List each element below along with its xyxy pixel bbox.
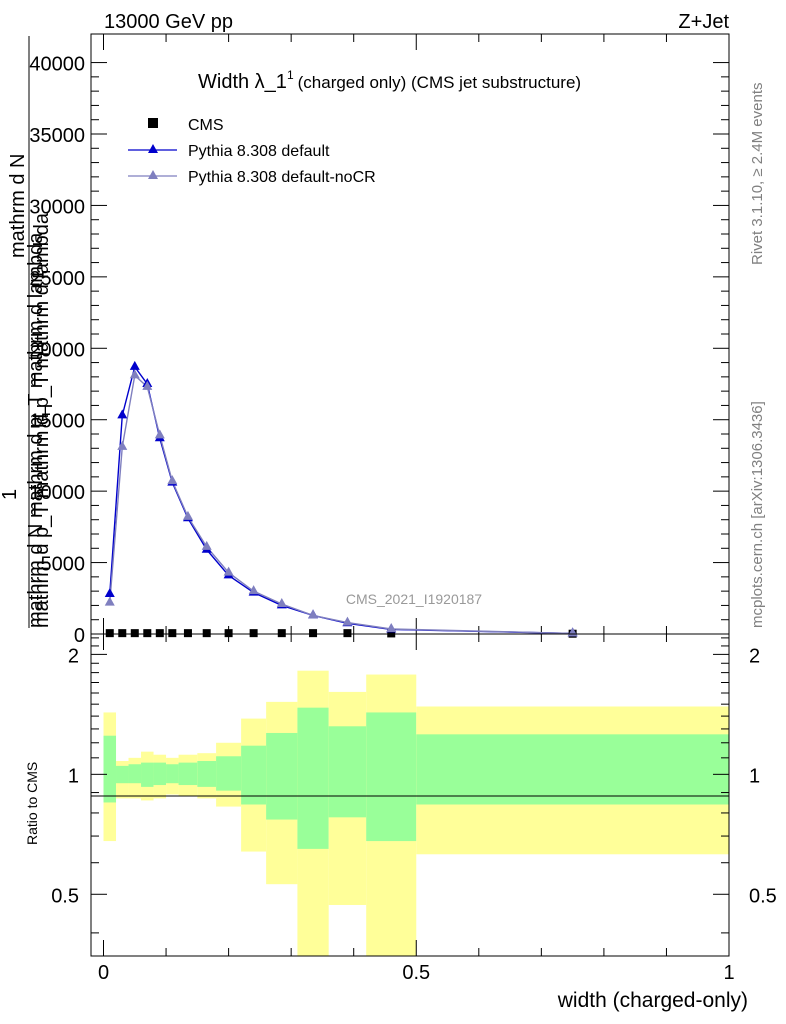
legend: CMS Pythia 8.308 default Pythia 8.308 de…: [128, 117, 376, 186]
data-point-cms: [155, 629, 164, 638]
ratio-band-stat: [178, 762, 198, 786]
ratio-band-stat: [366, 712, 417, 842]
data-point-pythia-8-308-default-nocr: [154, 429, 165, 439]
main-axis-ticks: 0 5000 10000 15000 20000 25000 30000 35000 40000: [29, 34, 730, 647]
data-point-pythia-8-308-default-nocr: [182, 510, 193, 520]
main-ytick-label: 35000: [29, 125, 85, 147]
main-ytick-label: 15000: [29, 411, 85, 433]
ratio-band-stat: [116, 765, 129, 784]
ylabel-line-2: mathrm d p_T mathrm d p_T mathrm d lambd…: [31, 212, 53, 628]
ratio-band-stat: [216, 756, 242, 791]
chart-title: Width λ_11 (charged only) (CMS jet substr…: [198, 68, 581, 93]
data-point-pythia-8-308-default: [129, 360, 140, 370]
ratio-ytick-label-right: 0.5: [749, 885, 777, 907]
main-series-markers: [104, 360, 578, 638]
ratio-band-stat: [241, 745, 267, 805]
data-point-pythia-8-308-default-nocr: [129, 369, 140, 379]
data-point-pythia-8-308-default-nocr: [104, 596, 115, 606]
data-point-pythia-8-308-default-nocr: [223, 566, 234, 576]
data-point-pythia-8-308-default-nocr: [201, 540, 212, 550]
analysis-watermark: CMS_2021_I1920187: [346, 591, 482, 607]
data-point-cms: [343, 629, 352, 638]
ratio-band-stat: [416, 734, 729, 805]
data-point-cms: [118, 629, 127, 638]
data-point-pythia-8-308-default: [117, 409, 128, 419]
data-point-cms: [105, 629, 114, 638]
data-point-cms: [183, 629, 192, 638]
rivet-note: Rivet 3.1.10, ≥ 2.4M events: [749, 83, 766, 266]
main-frame: [90, 33, 730, 635]
data-point-pythia-8-308-default-nocr: [248, 585, 259, 595]
ratio-ytick-label-right: 2: [749, 645, 760, 667]
ratio-panel: 0.5 0.5 1 1 2 2 0 0.5 1 Ratio to CMS width (char…: [24, 633, 777, 1012]
data-point-pythia-8-308-default-nocr: [167, 475, 178, 485]
ratio-band-stat: [297, 707, 329, 849]
main-ytick-label: 25000: [29, 268, 85, 290]
ratio-xtick-label: 0.5: [402, 962, 430, 984]
ratio-ytick-label-left: 0.5: [51, 885, 79, 907]
legend-marker-default: [148, 144, 158, 153]
data-point-cms: [387, 629, 396, 638]
data-point-cms: [168, 629, 177, 638]
main-ytick-label: 5000: [41, 554, 86, 576]
ratio-band-stat: [328, 726, 367, 818]
header-right-text: Z+Jet: [678, 11, 729, 33]
ratio-ytick-label-left: 1: [68, 765, 79, 787]
series-line-pythia-8-308-default-nocr: [109, 374, 573, 635]
legend-label-default: Pythia 8.308 default: [188, 143, 330, 160]
ratio-ytick-label-left: 2: [68, 645, 79, 667]
main-ytick-label: 40000: [29, 54, 85, 76]
mcplots-note: mcplots.cern.ch [arXiv:1306.3436]: [749, 401, 766, 628]
ratio-band-stat: [266, 732, 298, 820]
ratio-band-stat: [197, 761, 217, 787]
main-ytick-label: 30000: [29, 196, 85, 218]
data-point-cms: [249, 629, 258, 638]
data-point-pythia-8-308-default-nocr: [386, 623, 397, 632]
data-point-pythia-8-308-default-nocr: [308, 609, 319, 619]
legend-label-cms: CMS: [188, 117, 224, 134]
ratio-xtick-label: 1: [723, 962, 734, 984]
main-ytick-label: 10000: [29, 482, 85, 504]
series-line-pythia-8-308-default: [109, 365, 573, 635]
data-point-cms: [277, 629, 286, 638]
x-axis-label: width (charged-only): [557, 989, 748, 1012]
ratio-band-stat: [141, 762, 154, 787]
ratio-ylabel: Ratio to CMS: [24, 762, 40, 845]
main-series-lines: [109, 365, 573, 635]
data-point-cms: [309, 629, 318, 638]
data-point-pythia-8-308-default-nocr: [276, 598, 287, 607]
ratio-band-stat: [153, 762, 167, 786]
data-point-pythia-8-308-default-nocr: [117, 440, 128, 450]
ratio-band-stat: [103, 735, 117, 803]
data-point-cms: [224, 629, 233, 638]
main-panel: 0 5000 10000 15000 20000 25000 30000 35000 40000…: [0, 33, 730, 647]
data-point-cms: [143, 629, 152, 638]
data-point-cms: [202, 629, 211, 638]
legend-marker-cms: [148, 118, 158, 128]
ratio-xtick-label: 0: [98, 962, 109, 984]
ratio-frame: [90, 633, 730, 957]
data-point-pythia-8-308-default-nocr: [342, 616, 353, 626]
ylabel-line-4: mathrm d N mathrm d p_T mathrm d lambda: [25, 232, 47, 628]
data-point-pythia-8-308-default-nocr: [142, 380, 153, 390]
legend-marker-nocr: [148, 170, 158, 179]
ylabel-line-1: mathrm d N: [7, 154, 29, 258]
main-ylabel: mathrm d N mathrm d p_T mathrm d p_T mat…: [0, 36, 53, 628]
ratio-bands: [103, 670, 729, 956]
data-point-pythia-8-308-default: [104, 588, 115, 597]
legend-label-nocr: Pythia 8.308 default-noCR: [188, 169, 376, 186]
ratio-band-stat: [128, 764, 142, 784]
main-ytick-label: 20000: [29, 339, 85, 361]
ratio-ytick-label-right: 1: [749, 765, 760, 787]
main-ytick-label: 0: [74, 625, 85, 647]
data-point-cms: [130, 629, 139, 638]
header-left-text: 13000 GeV pp: [104, 11, 233, 33]
ratio-band-stat: [166, 764, 179, 784]
ylabel-line-3: 1: [0, 489, 21, 500]
